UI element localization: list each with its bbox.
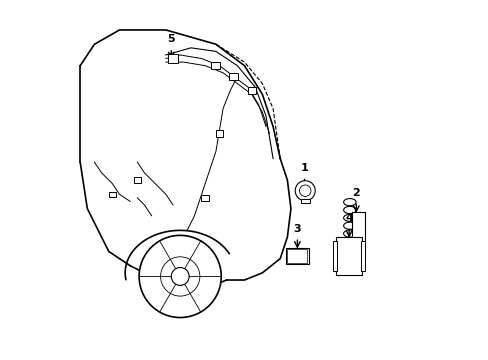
Bar <box>332 241 336 271</box>
Bar <box>215 130 223 137</box>
Bar <box>361 241 364 271</box>
Bar <box>229 73 238 80</box>
Bar <box>335 237 362 275</box>
Bar <box>286 249 307 262</box>
Bar <box>134 177 141 183</box>
Bar <box>247 87 255 94</box>
Text: 3: 3 <box>293 224 301 234</box>
Bar <box>109 192 115 197</box>
Circle shape <box>295 181 315 201</box>
Bar <box>351 212 365 258</box>
Text: 2: 2 <box>352 188 360 198</box>
Bar <box>201 195 209 201</box>
Circle shape <box>171 267 189 285</box>
Bar <box>300 199 309 203</box>
Bar <box>167 54 178 63</box>
Circle shape <box>139 235 221 318</box>
Text: 1: 1 <box>300 163 308 173</box>
Bar <box>285 248 308 264</box>
Text: 5: 5 <box>167 34 175 44</box>
Text: 4: 4 <box>345 213 352 223</box>
Bar <box>211 62 220 69</box>
Circle shape <box>299 185 310 197</box>
